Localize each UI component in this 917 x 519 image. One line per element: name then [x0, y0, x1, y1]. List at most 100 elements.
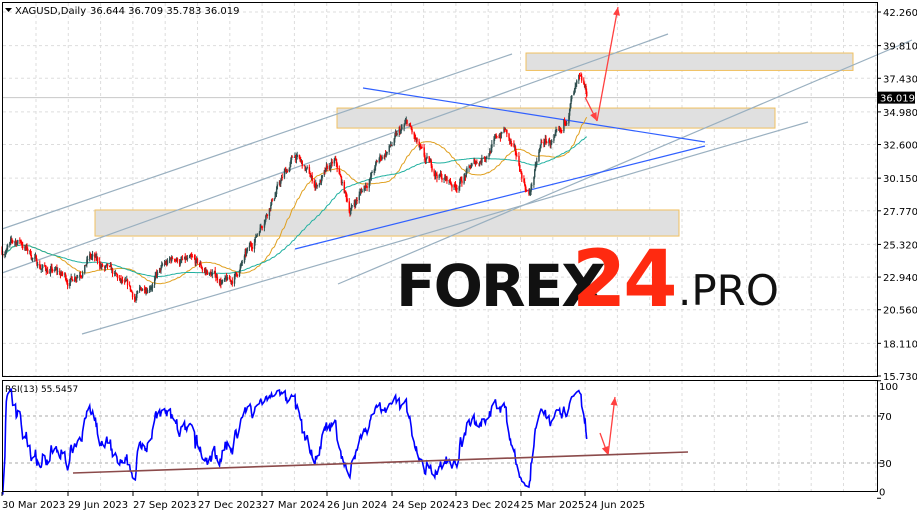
candle-body: [425, 158, 428, 161]
candle: [381, 154, 383, 161]
candle-body: [191, 256, 194, 258]
trend-line[interactable]: [362, 87, 706, 143]
collapse-triangle-icon[interactable]: [5, 8, 12, 12]
candle: [580, 72, 582, 77]
candle: [260, 223, 262, 231]
candle: [45, 265, 48, 276]
candle-body: [238, 270, 241, 277]
channel-line[interactable]: [337, 39, 913, 285]
candle: [345, 192, 348, 202]
candle: [280, 175, 283, 182]
candle-body: [416, 138, 418, 142]
candle: [101, 263, 103, 270]
channel-line[interactable]: [81, 121, 809, 335]
candle: [250, 240, 252, 247]
candle-body: [343, 181, 346, 193]
candle: [549, 141, 552, 149]
candle-body: [385, 153, 388, 156]
candle-body: [504, 128, 506, 130]
candle-body: [336, 163, 338, 169]
candle: [194, 254, 197, 266]
rsi-arrow-up[interactable]: [607, 396, 616, 456]
candle-body: [74, 277, 77, 279]
candle: [448, 179, 450, 185]
candle: [371, 170, 373, 174]
candle: [94, 252, 96, 262]
candle-body: [364, 185, 366, 188]
candle-body: [366, 186, 368, 188]
candle: [434, 170, 437, 180]
candle: [406, 119, 408, 127]
candle-body: [355, 200, 358, 202]
candle-body: [290, 156, 293, 161]
forecast-arrow-up[interactable]: [596, 6, 619, 122]
candle-body: [300, 160, 303, 162]
candle: [515, 148, 517, 160]
candle: [568, 112, 570, 126]
candle-body: [228, 277, 231, 280]
candle: [273, 198, 276, 202]
candle: [69, 279, 71, 289]
candle: [489, 150, 492, 154]
trend-line[interactable]: [294, 145, 706, 250]
trend-lines: [1, 33, 913, 335]
candle: [525, 186, 527, 192]
candle-body: [268, 208, 271, 216]
candle: [36, 258, 38, 267]
candle-body: [74, 277, 76, 282]
candle-body: [37, 263, 39, 266]
candle-body: [456, 187, 458, 190]
candle-body: [71, 276, 73, 280]
candle-body: [438, 175, 440, 179]
rsi-trend-line[interactable]: [72, 451, 689, 474]
candle: [510, 138, 512, 147]
candle-body: [429, 161, 431, 163]
candle-body: [156, 272, 159, 276]
candle-body: [160, 267, 162, 271]
candle-body: [420, 147, 423, 148]
candle: [494, 133, 497, 139]
candle: [464, 174, 467, 181]
candle-body: [483, 157, 485, 159]
candle-body: [6, 247, 8, 250]
date-tick-label: 23 Dec 2024: [456, 500, 520, 511]
candle-body: [220, 281, 222, 285]
candle: [526, 189, 528, 193]
candle: [383, 155, 385, 160]
candle-body: [60, 272, 62, 276]
candle: [15, 240, 18, 247]
candle-body: [316, 185, 318, 187]
channel-line[interactable]: [1, 53, 513, 230]
candle-body: [365, 185, 367, 188]
candle-body: [116, 274, 119, 279]
candle: [409, 122, 412, 127]
candle: [389, 141, 392, 148]
candle-body: [449, 181, 452, 184]
candle: [558, 125, 561, 133]
candle-body: [245, 251, 248, 254]
candle-body: [200, 263, 202, 267]
candle: [198, 262, 201, 268]
candle-body: [175, 260, 177, 261]
candle: [37, 261, 39, 269]
candle-body: [486, 156, 488, 158]
candle: [576, 79, 578, 87]
candle: [574, 82, 577, 93]
candle-body: [79, 275, 82, 276]
candle-body: [283, 172, 286, 178]
candle: [380, 154, 382, 162]
candle-body: [414, 135, 416, 139]
candle-body: [235, 272, 238, 275]
candle-body: [134, 299, 137, 301]
candle: [220, 277, 222, 289]
candle: [91, 250, 94, 261]
candle-body: [519, 170, 522, 172]
candle: [408, 123, 410, 127]
candle-body: [223, 279, 226, 281]
candle-body: [361, 190, 363, 193]
price-zone[interactable]: [94, 209, 680, 237]
candle: [373, 168, 375, 176]
candle: [165, 259, 167, 266]
channel-line[interactable]: [1, 33, 669, 274]
candle: [139, 285, 142, 290]
